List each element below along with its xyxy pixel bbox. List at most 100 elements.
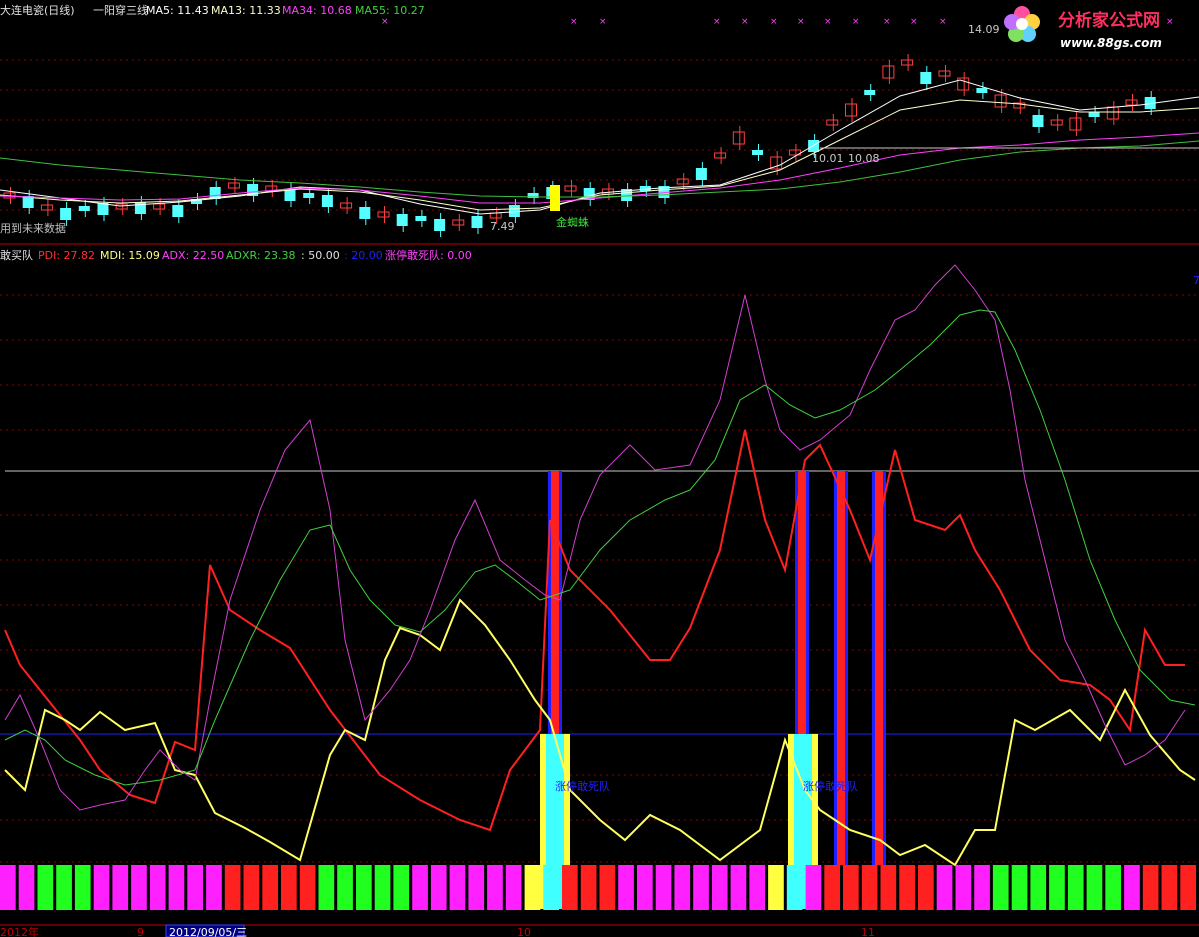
status-block xyxy=(187,865,203,910)
candle-body-up xyxy=(882,65,895,79)
status-block xyxy=(468,865,485,910)
status-block xyxy=(1049,865,1065,910)
candle-body-up xyxy=(489,212,502,219)
status-block xyxy=(543,865,559,910)
candle-body-down xyxy=(415,216,427,221)
status-block xyxy=(18,865,35,910)
candle-body-down xyxy=(1088,112,1100,117)
status-block xyxy=(899,865,915,910)
mdi-value: MDI: 15.09 xyxy=(100,249,160,262)
price-panel[interactable]: 金蜘蛛 14.09 7.49 10.01 10.08 用到未来数据 xyxy=(0,23,1199,237)
status-block xyxy=(524,865,541,910)
mid-price-label-a: 10.01 xyxy=(812,152,844,165)
indicator-panel[interactable]: 涨停敢死队 涨停敢死队 7 xyxy=(0,264,1199,910)
ma34-line xyxy=(0,132,1199,204)
status-block xyxy=(337,865,353,910)
status-block xyxy=(487,865,503,910)
status-block xyxy=(224,865,241,910)
v50-value: : 50.00 xyxy=(301,249,340,262)
pdi-value: PDI: 27.82 xyxy=(38,249,95,262)
status-block xyxy=(262,865,278,910)
ma55-value: MA55: 10.27 xyxy=(355,4,425,17)
spider-label: 金蜘蛛 xyxy=(556,215,589,229)
adxr-value: ADXR: 23.38 xyxy=(226,249,296,262)
candle-body-up xyxy=(788,149,801,156)
status-block xyxy=(56,865,72,910)
candle-body-up xyxy=(957,77,970,91)
candle-body-down xyxy=(658,186,670,198)
candle-body-down xyxy=(639,186,651,191)
candle-body-down xyxy=(920,72,932,84)
candle-body-up xyxy=(40,204,53,211)
candle-body-down xyxy=(321,195,333,207)
status-block xyxy=(37,865,54,910)
status-block xyxy=(599,865,616,910)
status-block xyxy=(168,865,185,910)
candle-body-up xyxy=(826,119,839,126)
axis-month-nov: 11 xyxy=(861,926,875,937)
status-block xyxy=(206,865,222,910)
axis-date-cursor[interactable]: 2012/09/05/三 xyxy=(169,926,247,937)
candle-body-down xyxy=(434,219,446,231)
candle-body-up xyxy=(601,188,614,195)
candle-body-down xyxy=(808,140,820,152)
candle-body-down xyxy=(172,205,184,217)
adxr-line xyxy=(4,309,1196,786)
low-price-label: 7.49 xyxy=(490,220,515,233)
status-block xyxy=(0,865,16,910)
watermark-logo: 分析家公式网 www.88gs.com xyxy=(1004,6,1162,50)
candle-body-down xyxy=(209,187,221,199)
status-block xyxy=(693,865,709,910)
signal-value: 涨停敢死队: 0.00 xyxy=(385,248,472,262)
status-block xyxy=(618,865,634,910)
top-marker: × xyxy=(852,17,860,27)
ma5-line xyxy=(0,79,1199,215)
future-data-note: 用到未来数据 xyxy=(0,221,66,235)
top-marker: × xyxy=(797,17,805,27)
v20-value: : 20.00 xyxy=(344,249,383,262)
status-block xyxy=(843,865,859,910)
candle-body-down xyxy=(78,206,90,211)
status-block xyxy=(992,865,1009,910)
ma34-value: MA34: 10.68 xyxy=(282,4,352,17)
status-blocks xyxy=(0,865,1196,910)
status-block xyxy=(281,865,297,910)
status-block xyxy=(505,865,522,910)
candle-body-down xyxy=(695,168,707,180)
candle-body-up xyxy=(1125,99,1138,106)
signal-bar-inner xyxy=(798,471,806,865)
top-marker: × xyxy=(824,17,832,27)
right-marker: 7 xyxy=(1193,274,1199,287)
status-block xyxy=(955,865,972,910)
candle-body-down xyxy=(976,88,988,93)
status-block xyxy=(1086,865,1103,910)
axis-month-oct: 10 xyxy=(517,926,531,937)
status-block xyxy=(131,865,147,910)
candle-body-up xyxy=(676,178,689,185)
status-block xyxy=(674,865,691,910)
top-header: 大连电瓷(日线) 一阳穿三线 MA5: 11.43 MA13: 11.33 MA… xyxy=(0,3,425,17)
status-block xyxy=(749,865,766,910)
candle-body-down xyxy=(471,216,483,228)
candle-body-down xyxy=(97,203,109,215)
status-block xyxy=(1124,865,1140,910)
status-block xyxy=(1161,865,1178,910)
signal-bar-inner xyxy=(837,471,845,865)
candle-body-up xyxy=(1013,102,1026,109)
top-marker: × xyxy=(939,17,947,27)
grid-lines: × × × × × × × × × × × × × xyxy=(0,17,1199,863)
bottom-header: 敢买队 PDI: 27.82 MDI: 15.09 ADX: 22.50 ADX… xyxy=(0,248,472,262)
status-block xyxy=(1030,865,1047,910)
candle-body-up xyxy=(845,103,857,117)
candle-body-down xyxy=(303,193,315,198)
candle-body-up xyxy=(115,203,128,210)
status-block xyxy=(711,865,728,910)
status-block xyxy=(449,865,466,910)
moving-average-lines xyxy=(0,79,1199,215)
adx-value: ADX: 22.50 xyxy=(162,249,224,262)
candle-body-down xyxy=(22,196,34,208)
indicator-title: 敢买队 xyxy=(0,248,33,262)
signal-bars xyxy=(540,471,886,909)
status-block xyxy=(243,865,260,910)
